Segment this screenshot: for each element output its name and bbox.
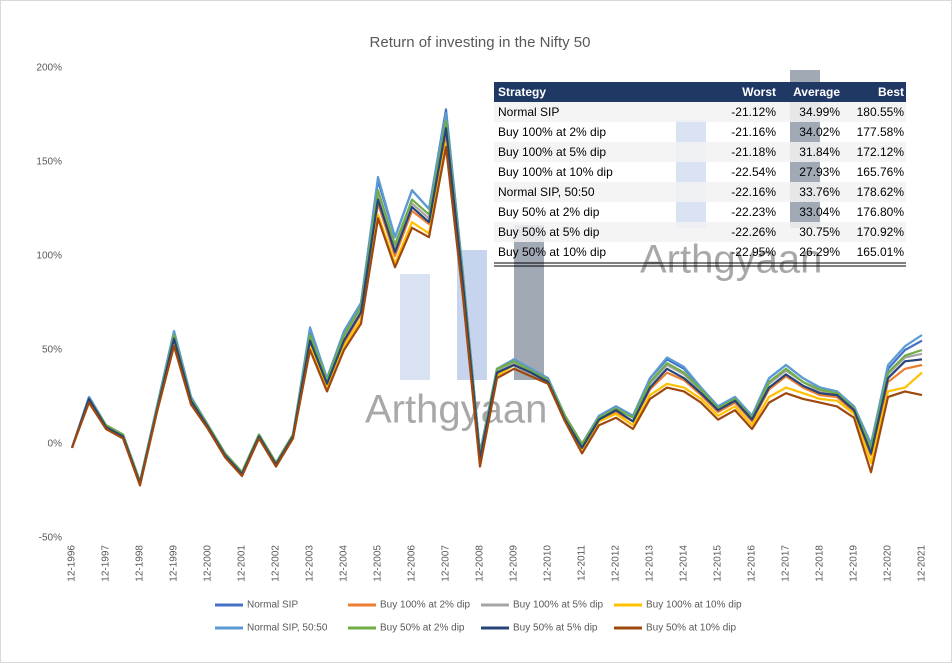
table-cell: 30.75% [799,225,840,239]
table-cell: -21.16% [731,125,776,139]
table-cell: 172.12% [857,145,905,159]
x-tick-label: 12-2001 [237,545,248,582]
table-cell: Buy 50% at 2% dip [498,205,600,219]
legend-label: Normal SIP [247,600,298,611]
chart-title: Return of investing in the Nifty 50 [370,34,591,51]
x-tick-label: 12-1996 [67,545,78,582]
x-tick-label: 12-1998 [135,545,146,582]
table-cell: 177.58% [857,125,905,139]
table-cell: 178.62% [857,185,905,199]
legend-label: Normal SIP, 50:50 [247,623,328,634]
legend-label: Buy 50% at 5% dip [513,623,598,634]
x-tick-label: 12-2014 [679,545,690,582]
x-tick-label: 12-2019 [849,545,860,582]
x-tick-label: 12-2010 [543,545,554,582]
table-cell: Normal SIP, 50:50 [498,185,595,199]
table-cell: Buy 100% at 10% dip [498,165,613,179]
table-cell: -21.18% [731,145,776,159]
x-tick-label: 12-2009 [509,545,520,582]
table-row-bg [494,222,906,242]
legend-label: Buy 100% at 10% dip [646,600,742,611]
y-tick-label: 200% [36,63,62,74]
x-tick-label: 12-2016 [747,545,758,582]
table-header: Worst [742,85,776,99]
table-cell: 26.29% [799,245,840,259]
y-tick-label: 50% [42,345,62,356]
table-cell: -22.26% [731,225,776,239]
table-cell: 34.99% [799,105,840,119]
table-cell: 33.04% [799,205,840,219]
legend-label: Buy 100% at 5% dip [513,600,603,611]
table-cell: 165.76% [857,165,905,179]
x-tick-label: 12-2005 [373,545,384,582]
y-tick-label: 0% [48,439,63,450]
table-cell: Buy 50% at 10% dip [498,245,606,259]
table-header: Strategy [498,85,546,99]
x-tick-label: 12-2000 [203,545,214,582]
legend-label: Buy 50% at 10% dip [646,623,736,634]
watermark: Arthgyaan [365,388,547,432]
x-tick-label: 12-1999 [169,545,180,582]
y-tick-label: 150% [36,157,62,168]
x-tick-label: 12-2004 [339,545,350,582]
legend-label: Buy 100% at 2% dip [380,600,470,611]
table-row-bg [494,142,906,162]
watermark: Arthgyaan [640,238,822,282]
table-cell: -22.54% [731,165,776,179]
table-cell: -22.23% [731,205,776,219]
table-cell: 180.55% [857,105,905,119]
x-tick-label: 12-2018 [815,545,826,582]
table-cell: Buy 100% at 5% dip [498,145,606,159]
x-tick-label: 12-2007 [441,545,452,582]
table-cell: -21.12% [731,105,776,119]
table-cell: -22.16% [731,185,776,199]
x-tick-label: 12-2011 [577,545,588,581]
x-tick-label: 12-2020 [883,545,894,582]
x-tick-label: 12-2002 [271,545,282,582]
x-tick-label: 12-2008 [475,545,486,582]
x-tick-label: 12-2017 [781,545,792,582]
legend-label: Buy 50% at 2% dip [380,623,465,634]
x-tick-label: 12-2015 [713,545,724,582]
table-cell: Buy 100% at 2% dip [498,125,606,139]
x-tick-label: 12-2006 [407,545,418,582]
table-row-bg [494,102,906,122]
table-row-bg [494,182,906,202]
table-cell: 34.02% [799,125,840,139]
series-line [70,145,923,487]
table-cell: 170.92% [857,225,905,239]
y-tick-label: -50% [39,533,62,544]
table-header: Average [793,85,840,99]
x-tick-label: 12-2012 [611,545,622,582]
y-tick-label: 100% [36,251,62,262]
table-cell: 176.80% [857,205,905,219]
table-cell: -22.95% [731,245,776,259]
x-tick-label: 12-2013 [645,545,656,582]
table-cell: 33.76% [799,185,840,199]
table-cell: Buy 50% at 5% dip [498,225,600,239]
x-tick-label: 12-1997 [101,545,112,582]
table-cell: 27.93% [799,165,840,179]
table-cell: 31.84% [799,145,840,159]
table-header: Best [878,85,904,99]
x-tick-label: 12-2021 [917,545,928,582]
table-header-bg [494,82,906,102]
table-cell: Normal SIP [498,105,559,119]
x-tick-label: 12-2003 [305,545,316,582]
table-cell: 165.01% [857,245,905,259]
